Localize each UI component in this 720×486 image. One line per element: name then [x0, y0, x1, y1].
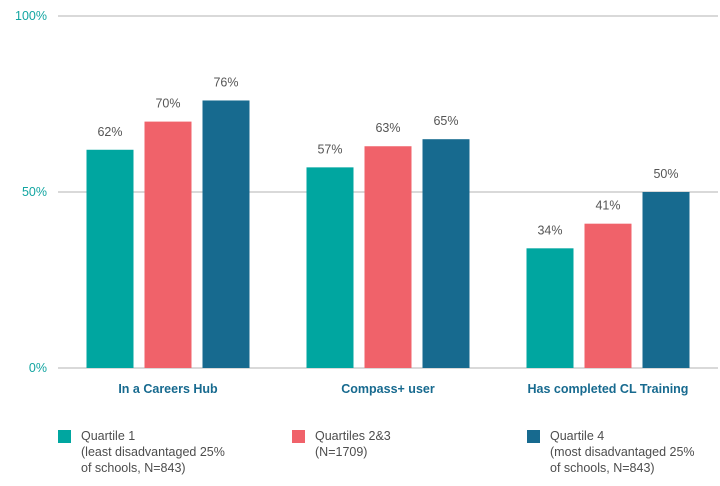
- bar: [364, 146, 412, 368]
- data-label: 70%: [155, 97, 180, 111]
- bar: [584, 223, 632, 368]
- x-category-label: Compass+ user: [341, 382, 435, 396]
- data-label: 62%: [97, 125, 122, 139]
- legend-swatch-quartile-1: [58, 430, 71, 443]
- x-category-label: Has completed CL Training: [528, 382, 689, 396]
- legend-line: Quartile 4: [550, 429, 605, 443]
- data-label: 76%: [213, 75, 238, 89]
- legend-item-quartile-1: Quartile 1 (least disadvantaged 25% of s…: [58, 428, 225, 476]
- legend-line: of schools, N=843): [550, 461, 655, 475]
- legend-line: Quartiles 2&3: [315, 429, 391, 443]
- data-label: 57%: [317, 142, 342, 156]
- y-tick-label: 100%: [15, 9, 47, 23]
- legend-line: of schools, N=843): [81, 461, 186, 475]
- legend-swatch-quartiles-2-3: [292, 430, 305, 443]
- bar: [86, 149, 134, 368]
- data-label: 41%: [595, 199, 620, 213]
- legend: Quartile 1 (least disadvantaged 25% of s…: [0, 428, 720, 486]
- bar: [202, 100, 250, 368]
- legend-line: (least disadvantaged 25%: [81, 445, 225, 459]
- legend-line: (N=1709): [315, 445, 368, 459]
- x-category-label: In a Careers Hub: [118, 382, 218, 396]
- legend-item-quartile-4: Quartile 4 (most disadvantaged 25% of sc…: [527, 428, 695, 476]
- data-label: 34%: [537, 223, 562, 237]
- legend-line: Quartile 1: [81, 429, 136, 443]
- data-label: 50%: [653, 167, 678, 181]
- data-label: 65%: [433, 114, 458, 128]
- bar: [642, 192, 690, 368]
- legend-label-quartile-1: Quartile 1 (least disadvantaged 25% of s…: [81, 428, 225, 476]
- bar: [306, 167, 354, 368]
- legend-label-quartiles-2-3: Quartiles 2&3 (N=1709): [315, 428, 391, 460]
- bar: [526, 248, 574, 368]
- data-label: 63%: [375, 121, 400, 135]
- y-tick-label: 0%: [29, 361, 47, 375]
- legend-label-quartile-4: Quartile 4 (most disadvantaged 25% of sc…: [550, 428, 695, 476]
- legend-item-quartiles-2-3: Quartiles 2&3 (N=1709): [292, 428, 391, 460]
- legend-swatch-quartile-4: [527, 430, 540, 443]
- bar: [144, 121, 192, 368]
- bar: [422, 139, 470, 368]
- y-tick-label: 50%: [22, 185, 47, 199]
- legend-line: (most disadvantaged 25%: [550, 445, 695, 459]
- grouped-bar-chart: 0% 50% 100% 62% 70% 76% In a Careers Hub 57% 63%…: [15, 9, 718, 396]
